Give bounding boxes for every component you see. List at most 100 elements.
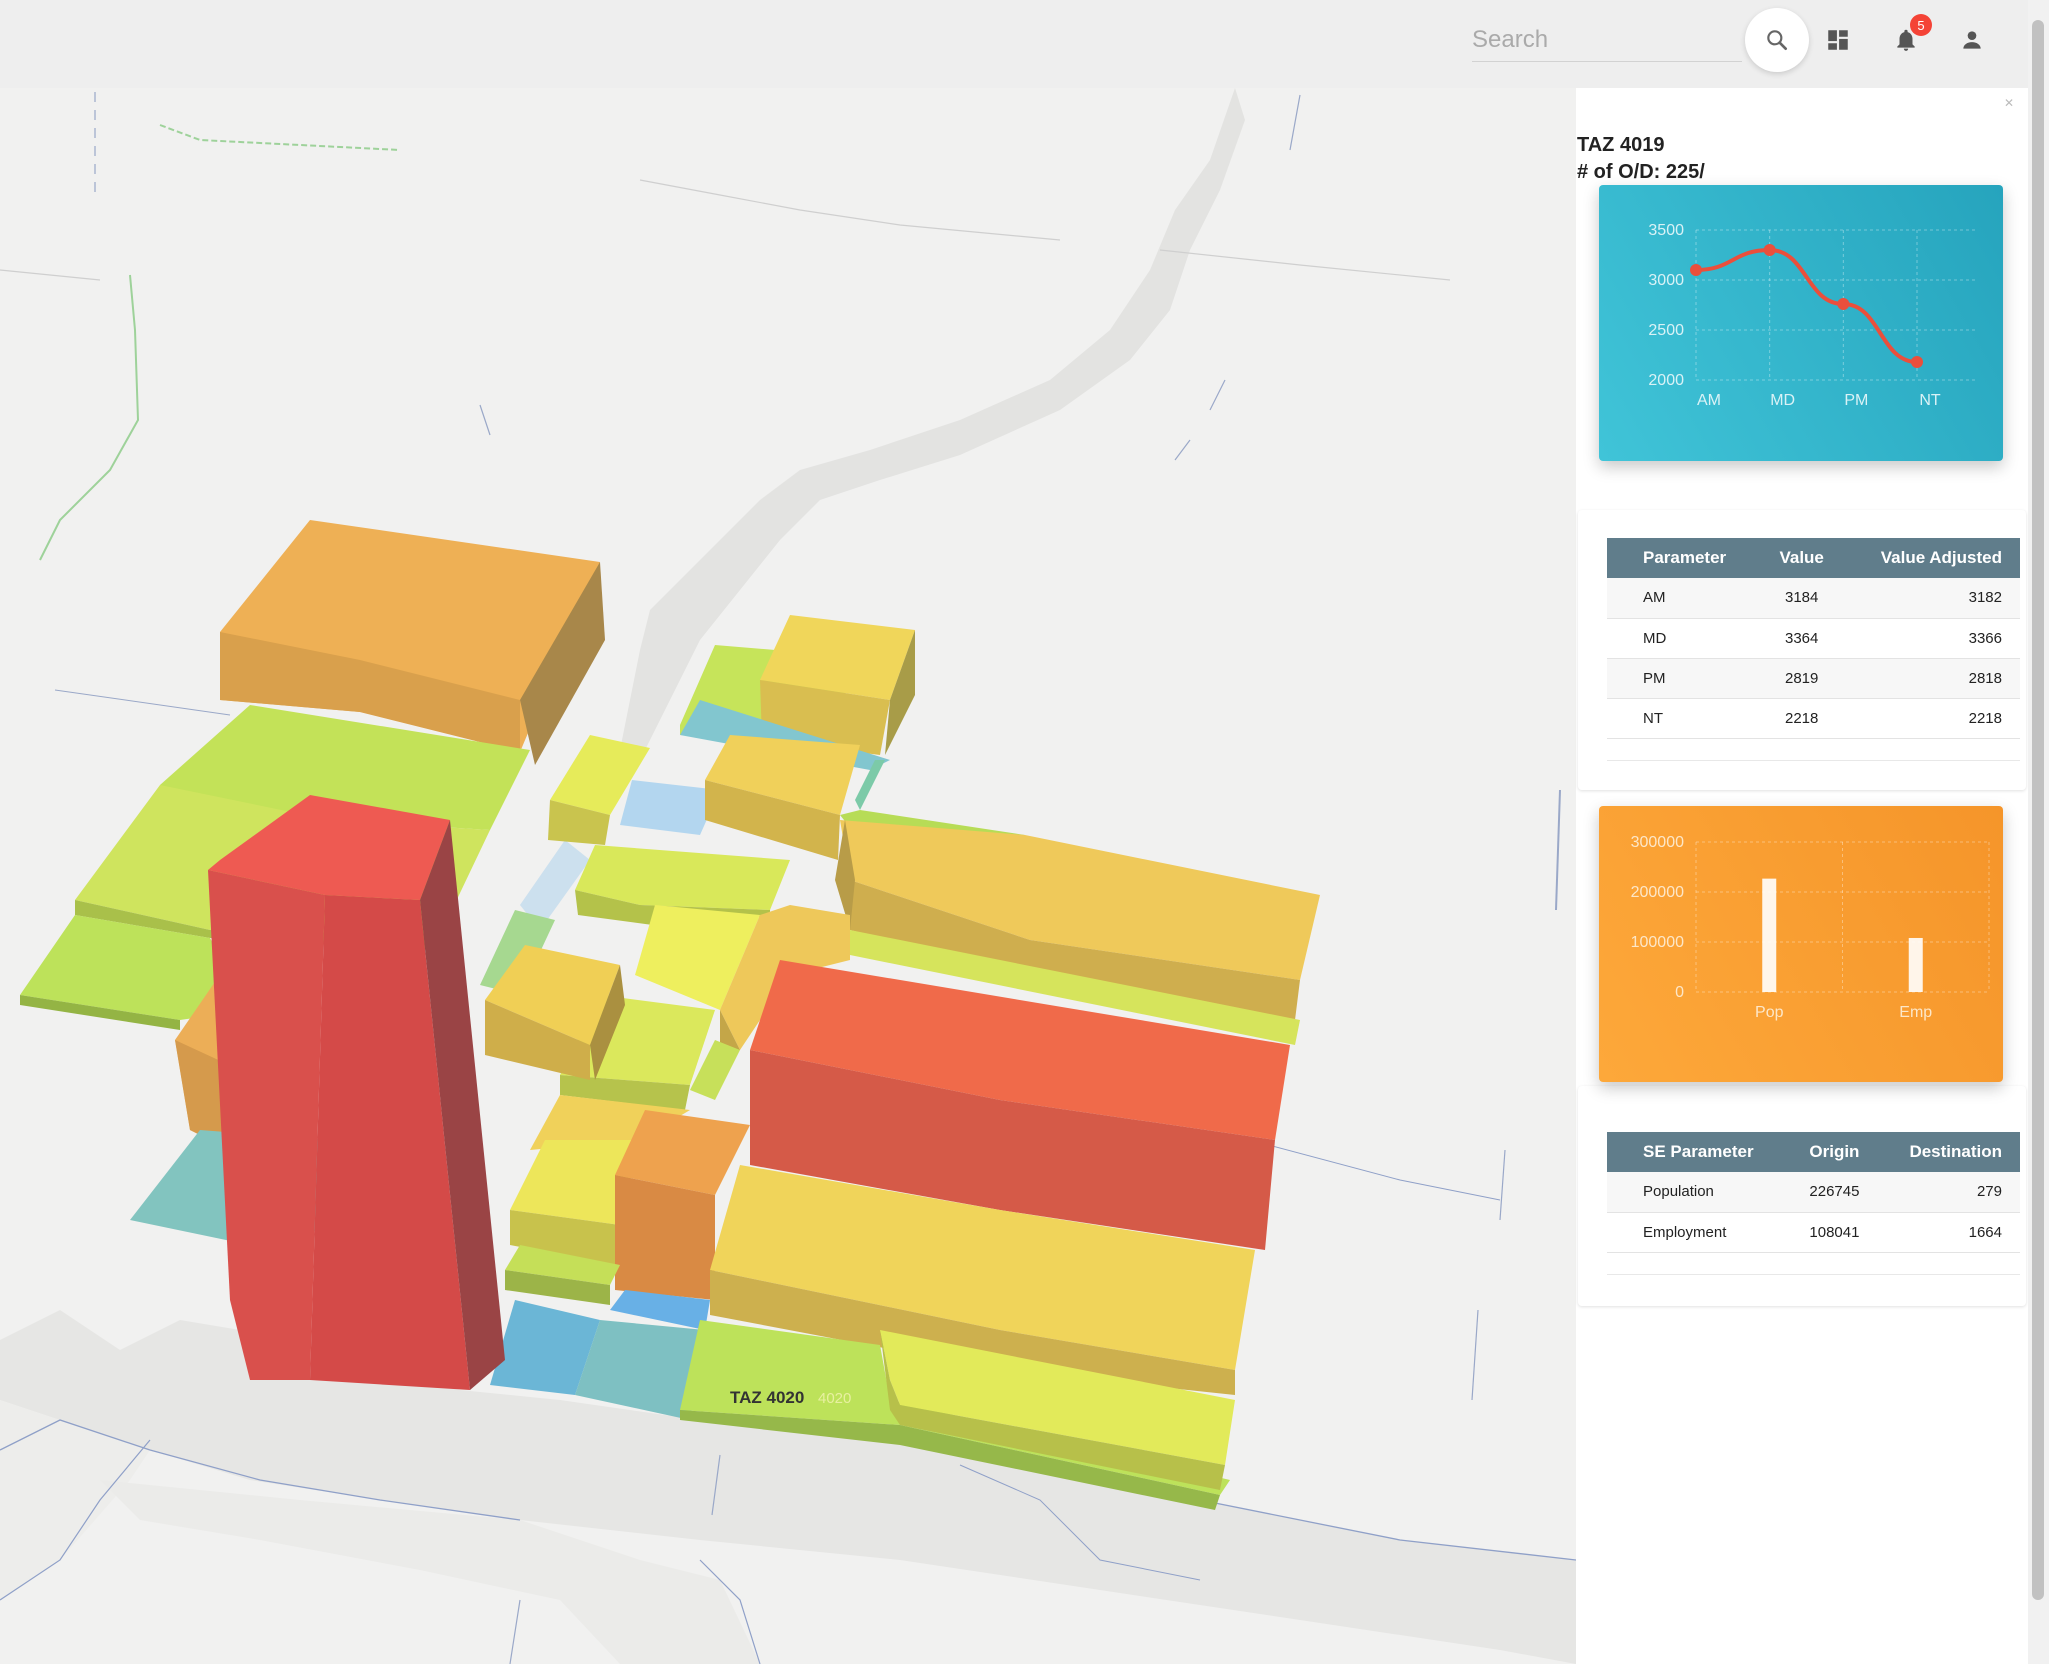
- building[interactable]: [855, 760, 885, 810]
- table-cell: 3366: [1841, 618, 2020, 659]
- bar: [1908, 937, 1923, 992]
- x-tick-label: Emp: [1899, 1004, 1932, 1021]
- building-side: [705, 780, 840, 860]
- building-side: [615, 1175, 715, 1300]
- building-side: [520, 562, 605, 765]
- building-side: [485, 1000, 590, 1080]
- building[interactable]: [490, 1300, 600, 1395]
- building-side: [505, 1270, 610, 1305]
- x-tick-label: NT: [1919, 392, 1941, 409]
- building[interactable]: [750, 960, 1290, 1140]
- building[interactable]: [615, 1110, 750, 1195]
- table-cell: 3182: [1841, 578, 2020, 619]
- building-side: [510, 1210, 620, 1265]
- building[interactable]: [20, 915, 250, 1020]
- table-cell: PM: [1607, 658, 1762, 699]
- data-point: [1763, 244, 1776, 256]
- building[interactable]: [505, 1245, 620, 1285]
- table-row: Population 226745 279: [1607, 1172, 2020, 1213]
- building[interactable]: [710, 1165, 1255, 1370]
- y-tick-label: 200000: [1631, 884, 1684, 901]
- table-cell: 279: [1877, 1172, 2020, 1213]
- building[interactable]: [480, 910, 555, 995]
- table-row: AM 3184 3182: [1607, 578, 2020, 619]
- col-header-destination: Destination: [1877, 1132, 2020, 1172]
- taz-label: TAZ 4020: [730, 1388, 804, 1407]
- building[interactable]: [530, 1095, 690, 1150]
- col-header-origin: Origin: [1791, 1132, 1878, 1172]
- building[interactable]: [850, 930, 1300, 1045]
- building-side: [710, 1270, 1235, 1395]
- building[interactable]: [760, 615, 915, 700]
- bar: [1762, 878, 1777, 992]
- dashboard-button[interactable]: [1818, 20, 1858, 60]
- table-cell: AM: [1607, 578, 1762, 619]
- x-tick-label: Pop: [1755, 1004, 1784, 1021]
- table-cell: 108041: [1791, 1212, 1878, 1253]
- building-side: [560, 1075, 690, 1110]
- table-cell: NT: [1607, 698, 1762, 739]
- se-bar-chart: 300000 200000 100000 0 Pop Emp: [1631, 834, 1990, 1021]
- table-cell: 2218: [1761, 698, 1842, 739]
- building-side: [590, 965, 625, 1080]
- building-side: [680, 1410, 1220, 1510]
- table-cell: 2818: [1841, 658, 2020, 699]
- building[interactable]: [510, 1140, 640, 1225]
- red-tower-front: [208, 870, 325, 1380]
- x-tick-label: AM: [1697, 392, 1721, 409]
- building-side: [720, 1010, 740, 1050]
- search-button[interactable]: [1745, 8, 1809, 72]
- y-tick-label: 3000: [1648, 272, 1684, 289]
- notifications-button[interactable]: 5: [1886, 14, 1932, 60]
- map-3d-view[interactable]: TAZ 4020 4020: [0, 88, 1576, 1664]
- building[interactable]: [550, 735, 650, 815]
- y-tick-label: 3500: [1648, 222, 1684, 239]
- bar-chart-card: 300000 200000 100000 0 Pop Emp: [1599, 806, 2003, 1082]
- building[interactable]: [705, 735, 860, 815]
- building-side: [885, 630, 915, 755]
- taz-label-ghost: 4020: [818, 1390, 851, 1407]
- x-tick-label: MD: [1770, 392, 1795, 409]
- red-tower-side: [420, 820, 505, 1390]
- building-side: [850, 880, 1300, 1020]
- table-cell: 3184: [1761, 578, 1842, 619]
- panel-close-icon[interactable]: ✕: [2004, 96, 2015, 110]
- building[interactable]: [620, 780, 720, 835]
- dashboard-icon: [1828, 30, 1848, 50]
- table-divider: [1607, 760, 2020, 761]
- search-input[interactable]: [1472, 18, 1742, 62]
- building[interactable]: [160, 705, 530, 830]
- y-tick-label: 100000: [1631, 934, 1684, 951]
- table-row: NT 2218 2218: [1607, 698, 2020, 739]
- building[interactable]: [635, 905, 760, 1010]
- col-header-se-parameter: SE Parameter: [1607, 1132, 1792, 1172]
- scrollbar-thumb[interactable]: [2032, 20, 2044, 1600]
- notification-badge: 5: [1910, 14, 1932, 36]
- building[interactable]: [690, 1040, 740, 1100]
- table-cell: 2218: [1841, 698, 2020, 739]
- od-line-chart: 3500 3000 2500 2000 AM MD PM NT: [1648, 222, 1976, 409]
- se-table: SE Parameter Origin Destination Populati…: [1607, 1132, 2020, 1253]
- table-cell: 3364: [1761, 618, 1842, 659]
- building[interactable]: [520, 840, 590, 930]
- table-cell: MD: [1607, 618, 1762, 659]
- col-header-value: Value: [1761, 538, 1842, 578]
- red-tower-front-right: [310, 895, 470, 1390]
- line-chart-card: 3500 3000 2500 2000 AM MD PM NT: [1599, 185, 2003, 461]
- building[interactable]: [880, 1330, 1235, 1465]
- building-side: [750, 1050, 1275, 1250]
- account-button[interactable]: [1952, 20, 1992, 60]
- x-tick-label: PM: [1844, 392, 1868, 409]
- red-tower-roof[interactable]: [208, 795, 450, 900]
- building[interactable]: [575, 1320, 705, 1420]
- building[interactable]: [575, 845, 790, 910]
- map-canvas[interactable]: TAZ 4020 4020: [0, 88, 1576, 1664]
- building[interactable]: [485, 945, 620, 1045]
- table-cell: Employment: [1607, 1212, 1792, 1253]
- building-side: [835, 820, 855, 930]
- table-row: MD 3364 3366: [1607, 618, 2020, 659]
- building[interactable]: [610, 1290, 710, 1330]
- building-side: [220, 632, 520, 752]
- table-cell: 2819: [1761, 658, 1842, 699]
- building[interactable]: [840, 820, 1320, 980]
